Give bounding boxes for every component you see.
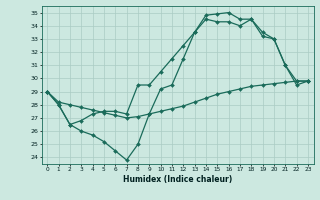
X-axis label: Humidex (Indice chaleur): Humidex (Indice chaleur) — [123, 175, 232, 184]
